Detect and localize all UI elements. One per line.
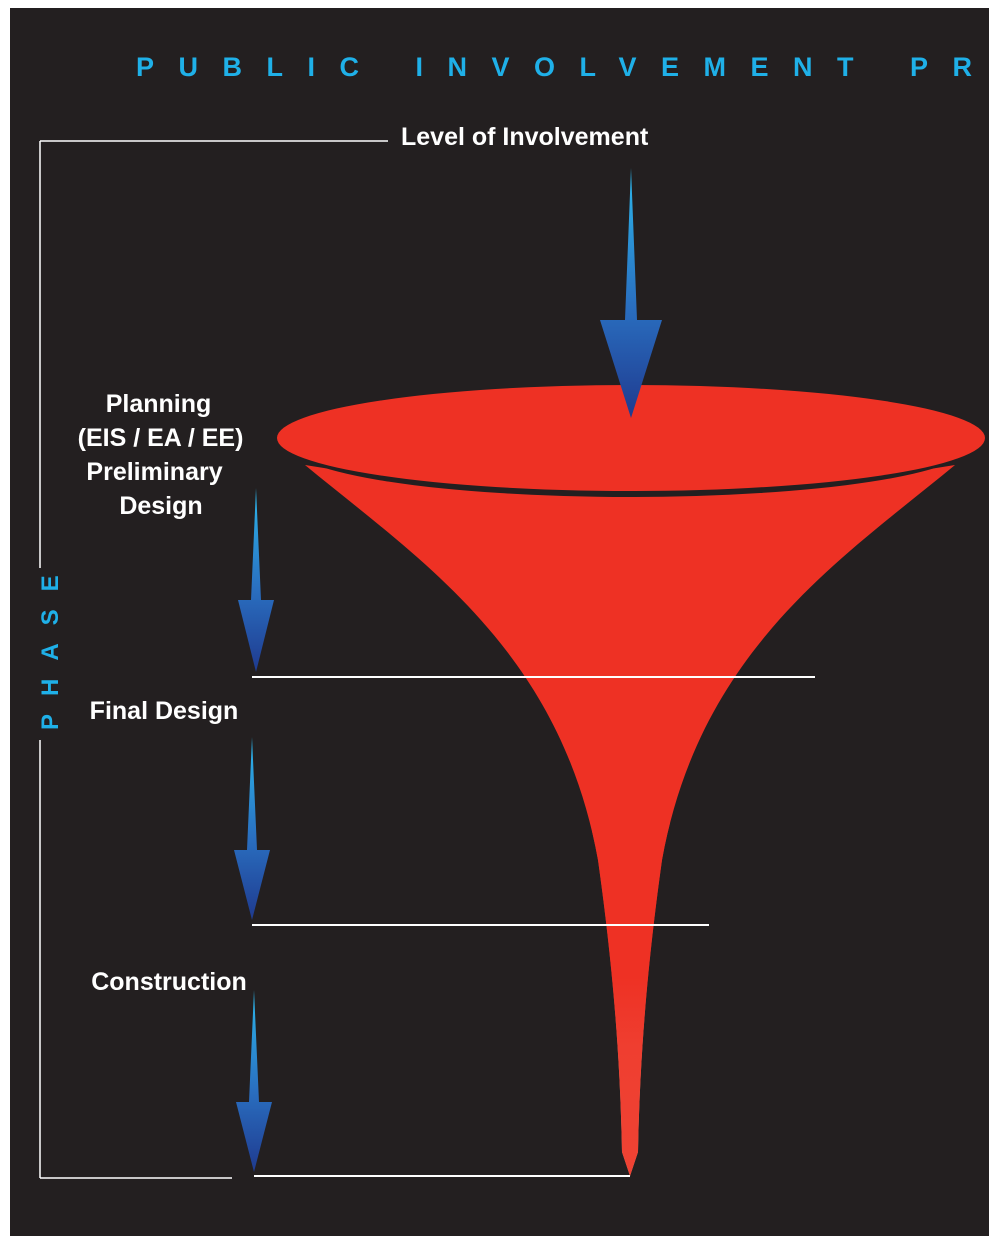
phase-construction-label: Construction xyxy=(91,968,247,996)
phase-planning-line-1: Planning xyxy=(106,390,212,418)
phase-final-design-label: Final Design xyxy=(90,697,239,725)
phase-bracket xyxy=(39,140,388,1179)
diagram-title: PUBLIC INVOLVEMENT PROCESS xyxy=(136,52,989,82)
phase-planning-label: Planning (EIS / EA / EE) Preliminary Des… xyxy=(78,390,251,520)
phase-arrow-planning-icon xyxy=(238,488,274,672)
diagram-panel: PUBLIC INVOLVEMENT PROCESS PHASE Level o… xyxy=(10,8,989,1236)
phase-arrow-final-design-icon xyxy=(234,737,270,920)
funnel-top xyxy=(277,385,985,491)
phase-planning-line-4: Design xyxy=(119,492,202,520)
phase-planning-line-3: Preliminary xyxy=(86,458,222,486)
phase-arrow-construction-icon xyxy=(236,990,272,1172)
phase-label: PHASE xyxy=(37,557,64,730)
funnel-highlight xyxy=(592,500,670,1176)
public-involvement-diagram: PUBLIC INVOLVEMENT PROCESS PHASE Level o… xyxy=(37,52,989,1179)
phase-planning-line-2: (EIS / EA / EE) xyxy=(78,424,244,452)
funnel xyxy=(277,385,985,1176)
involvement-label: Level of Involvement xyxy=(401,123,649,151)
involvement-arrow-icon xyxy=(600,168,662,418)
